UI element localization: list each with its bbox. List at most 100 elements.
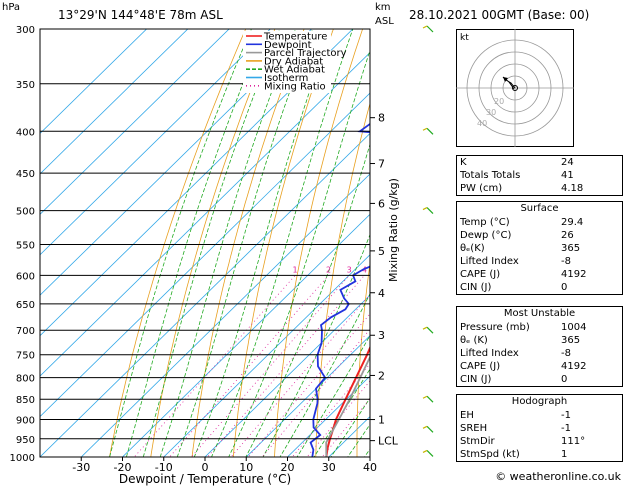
ring-label-30: 30 — [486, 108, 496, 117]
wind-barb — [422, 395, 434, 403]
profiles — [309, 122, 370, 457]
wind-barb-staff — [426, 326, 434, 334]
isotherm-line — [204, 294, 370, 457]
pressure-tick-label: 450 — [16, 169, 35, 180]
pressure-tick-label: 500 — [16, 207, 35, 218]
isotherm-line — [40, 92, 370, 418]
pressure-tick-label: 900 — [16, 416, 35, 427]
pressure-tick-label: 550 — [16, 240, 35, 251]
wind-barb-flag — [422, 425, 428, 429]
run-datetime: 28.10.2021 00GMT (Base: 00) — [409, 8, 590, 22]
asl-label: ASL — [375, 16, 394, 27]
wind-barb-staff — [426, 425, 434, 433]
km-tick-label: 2 — [378, 369, 385, 382]
isotherm-line — [40, 132, 370, 457]
km-tick-label: 1 — [378, 414, 385, 427]
km-tick-label: 6 — [378, 197, 385, 210]
wind-barb-flag — [422, 326, 428, 330]
index-row: Totals Totals 41 — [460, 170, 574, 181]
wind-barb-flag — [422, 207, 428, 211]
mixing-ratio-line — [206, 275, 365, 457]
wet-adiabat-line — [262, 233, 370, 457]
km-tick-label: 5 — [378, 245, 385, 258]
pressure-tick-label: 350 — [16, 80, 35, 91]
pressure-tick-label: 700 — [16, 326, 35, 337]
surface-title: Surface — [520, 203, 559, 214]
index-row: K 24 — [460, 157, 574, 168]
station-location: 13°29'N 144°48'E 78m ASL — [58, 8, 223, 22]
isotherm-line — [40, 29, 148, 135]
wind-barb-flag — [422, 395, 428, 399]
mixing-ratio-line — [306, 380, 370, 457]
ring-label-40: 40 — [477, 119, 487, 128]
mixing-ratio-axis-label: Mixing Ratio (g/kg) — [387, 178, 400, 282]
wet-adiabat-line — [330, 397, 370, 457]
pressure-tick-label: 850 — [16, 395, 35, 406]
x-tick-label: 0 — [202, 461, 209, 474]
legend-label: Wet Adiabat — [264, 65, 325, 76]
wind-barb-staff — [426, 395, 434, 403]
pressure-tick-label: 600 — [16, 271, 35, 282]
pressure-tick-label: 300 — [16, 25, 35, 36]
mixing-ratio-line — [169, 275, 329, 457]
wind-barb — [422, 425, 434, 433]
legend-label: Dry Adiabat — [264, 56, 323, 67]
legend-label: Temperature — [263, 32, 327, 43]
hodograph-indices-panel: Hodograph EH -1 SREH -1 StmDir 111° StmSpd … — [456, 394, 623, 462]
wind-barbs — [422, 25, 434, 457]
wind-barb-flag — [422, 127, 428, 131]
pressure-tick-label: 950 — [16, 435, 35, 446]
x-tick-label: 40 — [363, 461, 377, 474]
parcel-trajectory-line — [325, 355, 370, 457]
most-unstable-panel: Most Unstable Pressure (mb) 1004 θₑ (K) 36… — [456, 306, 623, 387]
wind-barb — [422, 326, 434, 334]
isotherm-line — [80, 173, 370, 457]
hodograph-unit: kt — [460, 33, 469, 43]
wind-barb-staff — [426, 450, 434, 457]
km-tick-label: LCL — [378, 435, 399, 448]
wind-barb-staff — [426, 127, 434, 135]
pressure-tick-label: 650 — [16, 300, 35, 311]
temperature-line — [325, 345, 370, 457]
isotherm-line — [163, 254, 370, 457]
wind-barb — [422, 449, 434, 457]
isotherm-line — [40, 52, 370, 377]
mixing-ratio-label: 1 — [293, 265, 298, 274]
wind-barb-staff — [426, 25, 434, 33]
surface-panel: Surface Temp (°C) 29.4 Dewp (°C) 26 θₑ(K) 3… — [456, 201, 623, 295]
pressure-tick-label: 750 — [16, 351, 35, 362]
wet-adiabat-line — [176, 29, 314, 457]
x-tick-label: -20 — [114, 461, 132, 474]
wind-barb — [422, 127, 434, 135]
legend-label: Parcel Trajectory — [264, 48, 347, 59]
mixing-ratio-label: 2 — [326, 265, 331, 274]
axes: 3003504004505005506006507007508008509009… — [10, 25, 399, 474]
indices-panel: K 24 Totals Totals 41 PW (cm) 4.18 — [456, 155, 623, 196]
wind-barb — [422, 207, 434, 215]
km-tick-label: 4 — [378, 287, 385, 300]
wet-adiabat-line — [228, 49, 370, 457]
mixing-ratio-line — [230, 294, 370, 457]
ring-label-20: 20 — [494, 97, 504, 106]
hodograph-section-title: Hodograph — [511, 396, 568, 407]
legend-label: Dewpoint — [264, 40, 312, 51]
hpa-label: hPa — [2, 2, 21, 13]
pressure-tick-label: 1000 — [10, 453, 35, 464]
legend-label: Mixing Ratio — [264, 81, 326, 92]
wind-barb-flag — [422, 449, 428, 453]
isotherm-line — [40, 29, 230, 215]
mixing-ratio-label: 3 — [347, 265, 352, 274]
legend-box — [243, 31, 331, 93]
km-tick-label: 8 — [378, 112, 385, 125]
wind-barb-flag — [422, 25, 428, 29]
hodograph: kt 20 30 40 — [456, 29, 574, 147]
km-label: km — [375, 2, 391, 13]
most-unstable-title: Most Unstable — [503, 308, 576, 319]
legend-label: Isotherm — [264, 73, 308, 84]
dewpoint-line — [309, 122, 370, 457]
mixing-ratio-label: 10 — [411, 265, 421, 274]
x-tick-label: 30 — [322, 461, 336, 474]
wind-barb-staff — [426, 207, 434, 215]
x-tick-label: -10 — [155, 461, 173, 474]
